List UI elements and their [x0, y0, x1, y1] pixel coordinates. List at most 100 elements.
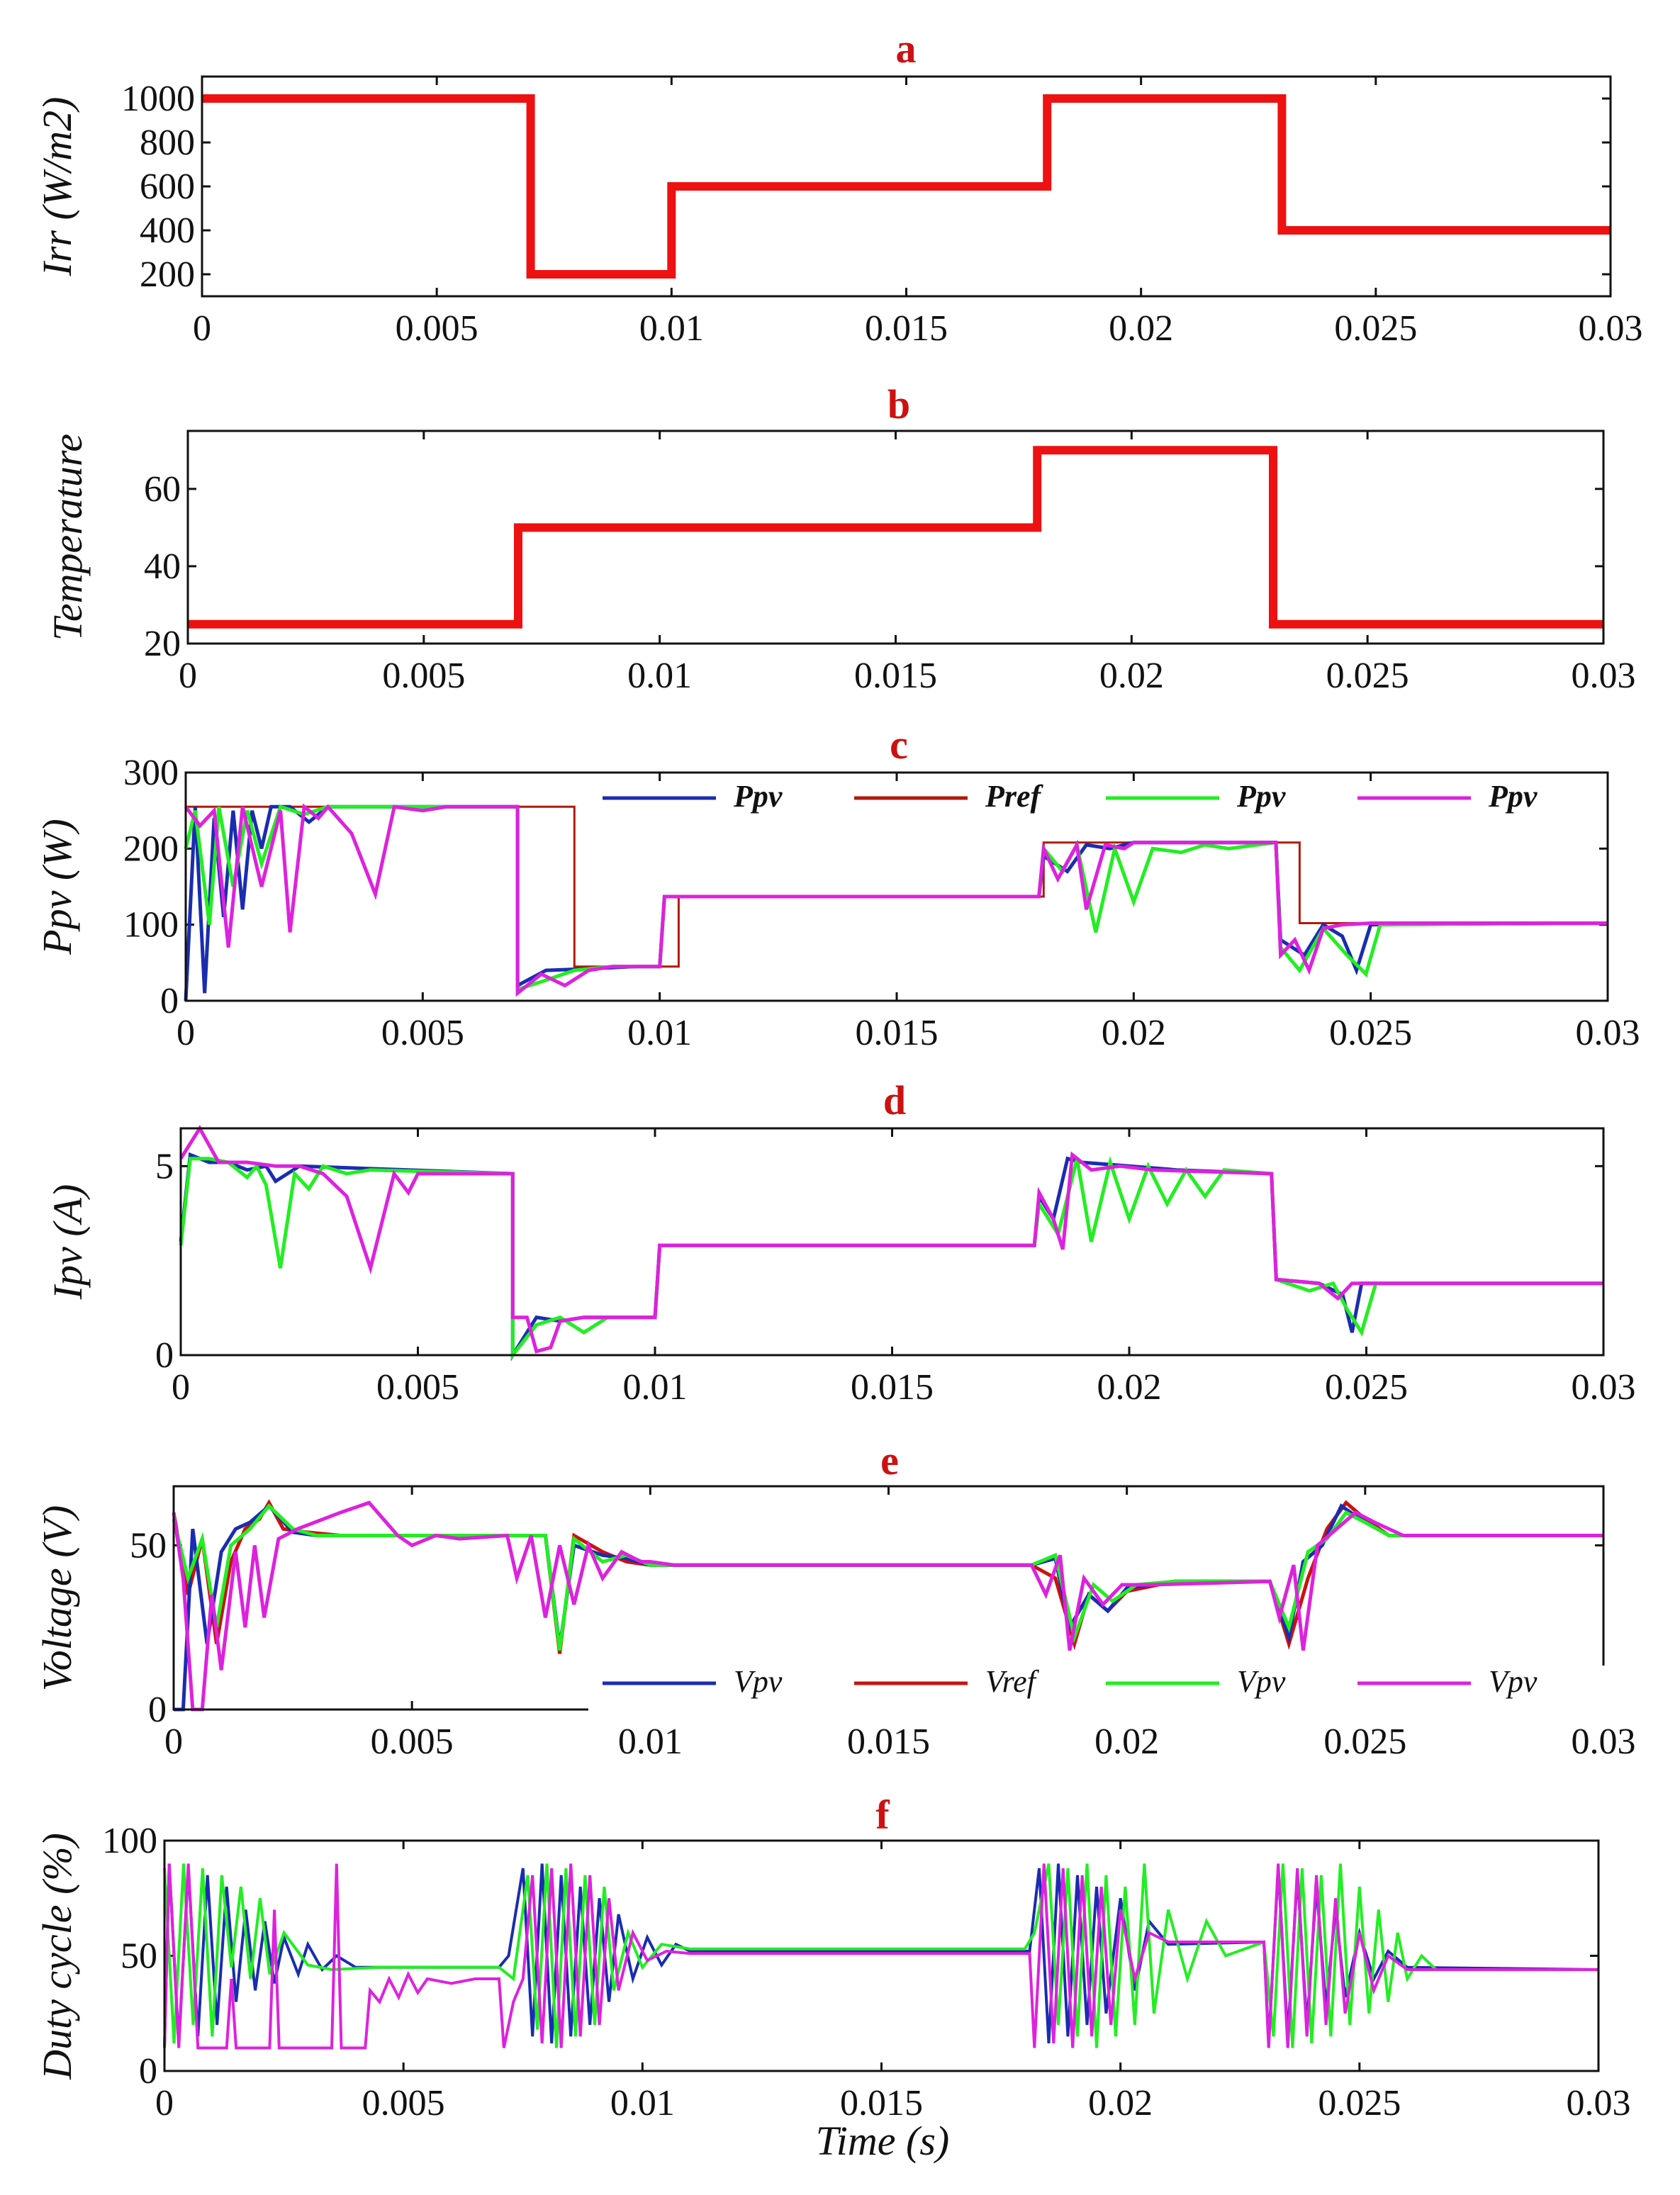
panel-c-ytick-label: 200 [123, 829, 179, 869]
panel-b-series-line-0 [188, 446, 1603, 629]
panel-a-xtick-label: 0.005 [396, 308, 478, 349]
panel-d-series-line-2 [179, 1125, 1603, 1354]
panel-f-ytick-label: 0 [139, 2051, 157, 2092]
panel-b-ticks: 0 0.005 0.01 0.015 0.02 0.025 0.03 20 40 60 [144, 431, 1636, 696]
panel-c-ytick-label: 100 [123, 905, 179, 945]
panel-d-frame [179, 1127, 1605, 1357]
panel-a-ytick-label: 800 [140, 123, 195, 163]
panel-e-xtick-label: 0.005 [371, 1722, 454, 1762]
panel-f: f Duty cycle (%) 0 0.005 0.01 0.015 0.02 0.02… [34, 1792, 1631, 2123]
panel-d-ylabel: Ipv (A) [45, 1184, 91, 1301]
panel-f-xtick-label: 0.025 [1318, 2083, 1401, 2123]
panel-e-ylabel: Voltage (V) [34, 1505, 80, 1692]
panel-e-ytick-label: 50 [130, 1525, 167, 1566]
panel-d-xtick-label: 0.03 [1572, 1367, 1636, 1408]
panel-a-series [202, 94, 1611, 279]
panel-b-xtick-label: 0.03 [1572, 656, 1636, 696]
panel-e-series [172, 1499, 1603, 1712]
panel-b-xtick-label: 0.02 [1099, 656, 1164, 696]
panel-f-series-line-2 [163, 1863, 1598, 2050]
figure-xlabel: Time (s) [816, 2118, 950, 2164]
panel-f-series-line-1 [163, 1863, 1598, 2048]
panel-e-ytick-label: 0 [148, 1690, 167, 1730]
panel-a-ytick-label: 200 [140, 254, 195, 295]
panel-d: d Ipv (A) 0 0.005 0.01 0.015 0.02 0.025 0.03 0 5 [45, 1077, 1636, 1408]
panel-d-xtick-label: 0.015 [851, 1367, 934, 1408]
panel-a-ytick-label: 600 [140, 167, 195, 207]
panel-b-xtick-label: 0 [179, 656, 197, 696]
panel-a-xtick-label: 0.03 [1579, 308, 1643, 349]
panel-e-legend-label: Vref [985, 1664, 1040, 1699]
panel-a-xtick-label: 0.02 [1109, 308, 1173, 349]
panel-c-legend-label: Ppv [1488, 779, 1538, 814]
panel-b-series [188, 446, 1603, 629]
panel-f-ylabel: Duty cycle (%) [34, 1833, 80, 2080]
panel-c: c Ppv (W) 0 0.005 0.01 0.015 0.02 0.025 0.03 0 1… [34, 722, 1640, 1053]
panel-d-title: d [883, 1077, 906, 1123]
panel-a-xtick-label: 0.025 [1334, 308, 1417, 349]
panel-b-ytick-label: 60 [144, 469, 181, 510]
panel-b-ylabel: Temperature [45, 434, 91, 641]
panel-d-xtick-label: 0.02 [1097, 1367, 1162, 1408]
panel-b: b Temperature 0 0.005 0.01 0.015 0.02 0.025 0.… [45, 381, 1636, 696]
panel-d-series [179, 1125, 1603, 1362]
panel-d-xtick-label: 0.01 [623, 1367, 688, 1408]
panel-a-ylabel: Irr (W/m2) [34, 97, 80, 277]
panel-b-xtick-label: 0.005 [382, 656, 465, 696]
panel-c-xtick-label: 0 [177, 1013, 195, 1053]
panel-f-ytick-label: 50 [121, 1936, 157, 1977]
panel-b-frame [186, 430, 1605, 645]
panel-d-xtick-label: 0.025 [1325, 1367, 1408, 1408]
panel-e-legend-label: Vpv [1237, 1664, 1286, 1699]
panel-f-xtick-label: 0.03 [1567, 2083, 1631, 2123]
panel-d-series-line-0 [179, 1152, 1603, 1362]
panel-e-xtick-label: 0.015 [847, 1722, 930, 1762]
panel-d-series-line-1 [179, 1155, 1603, 1361]
panel-b-xtick-label: 0.025 [1326, 656, 1409, 696]
panel-a-xtick-label: 0.01 [639, 308, 704, 349]
panel-c-series-line-0 [186, 805, 1608, 968]
panel-c-ytick-label: 0 [160, 981, 179, 1021]
panel-a-ytick-label: 1000 [121, 79, 195, 119]
panel-c-xtick-label: 0.02 [1102, 1013, 1166, 1053]
panel-c-legend: Ppv Pref Ppv Ppv [603, 779, 1538, 814]
panel-b-xtick-label: 0.01 [627, 656, 692, 696]
panel-e-xtick-label: 0.02 [1094, 1722, 1159, 1762]
panel-f-xtick-label: 0.015 [840, 2083, 923, 2123]
panel-f-xtick-label: 0.01 [610, 2083, 675, 2123]
panel-a: a Irr (W/m2) 0 0.005 0.01 0.015 0.02 0.025 0.0… [34, 26, 1643, 349]
panel-c-xtick-label: 0.005 [381, 1013, 464, 1053]
panel-c-xtick-label: 0.01 [627, 1013, 692, 1053]
panel-e-legend-label: Vpv [1489, 1664, 1538, 1699]
panel-f-frame [163, 1839, 1600, 2072]
panel-c-legend-label: Ppv [1236, 779, 1286, 814]
panel-f-xtick-label: 0 [155, 2083, 174, 2123]
panel-a-frame [201, 75, 1612, 298]
panel-c-series-line-1 [184, 804, 1608, 1001]
panel-d-xtick-label: 0 [172, 1367, 190, 1408]
panel-d-xtick-label: 0.005 [376, 1367, 459, 1408]
panel-a-ticks: 0 0.005 0.01 0.015 0.02 0.025 0.03 200400600800… [121, 77, 1643, 349]
panel-e: e Voltage (V) 0 0.005 0.01 0.015 0.02 0.025 0.… [34, 1437, 1636, 1762]
panel-f-xtick-label: 0.005 [362, 2083, 445, 2123]
panel-e-xtick-label: 0.03 [1572, 1722, 1636, 1762]
panel-a-series-line-0 [202, 94, 1611, 279]
panel-c-series [184, 803, 1608, 1001]
panel-e-ticks: 0 0.005 0.01 0.015 0.02 0.025 0.03 0 50 [130, 1486, 1636, 1762]
panel-c-legend-label: Pref [985, 779, 1044, 814]
panel-f-ytick-label: 100 [102, 1821, 157, 1861]
panel-c-xtick-label: 0.015 [856, 1013, 939, 1053]
panel-f-series [163, 1863, 1599, 2050]
panel-e-legend: Vpv Vref Vpv Vpv [603, 1664, 1538, 1699]
panel-e-legend-label: Vpv [734, 1664, 783, 1699]
panel-b-ytick-label: 20 [144, 624, 181, 664]
panel-c-xtick-label: 0.025 [1329, 1013, 1412, 1053]
panel-a-xtick-label: 0.015 [865, 308, 948, 349]
panel-d-ytick-label: 0 [155, 1335, 174, 1376]
panel-e-legend-box [588, 1666, 1609, 1715]
panel-b-title: b [887, 381, 910, 427]
panel-a-xtick-label: 0 [193, 308, 211, 349]
panel-c-legend-label: Ppv [733, 779, 783, 814]
panel-c-title: c [890, 722, 908, 768]
